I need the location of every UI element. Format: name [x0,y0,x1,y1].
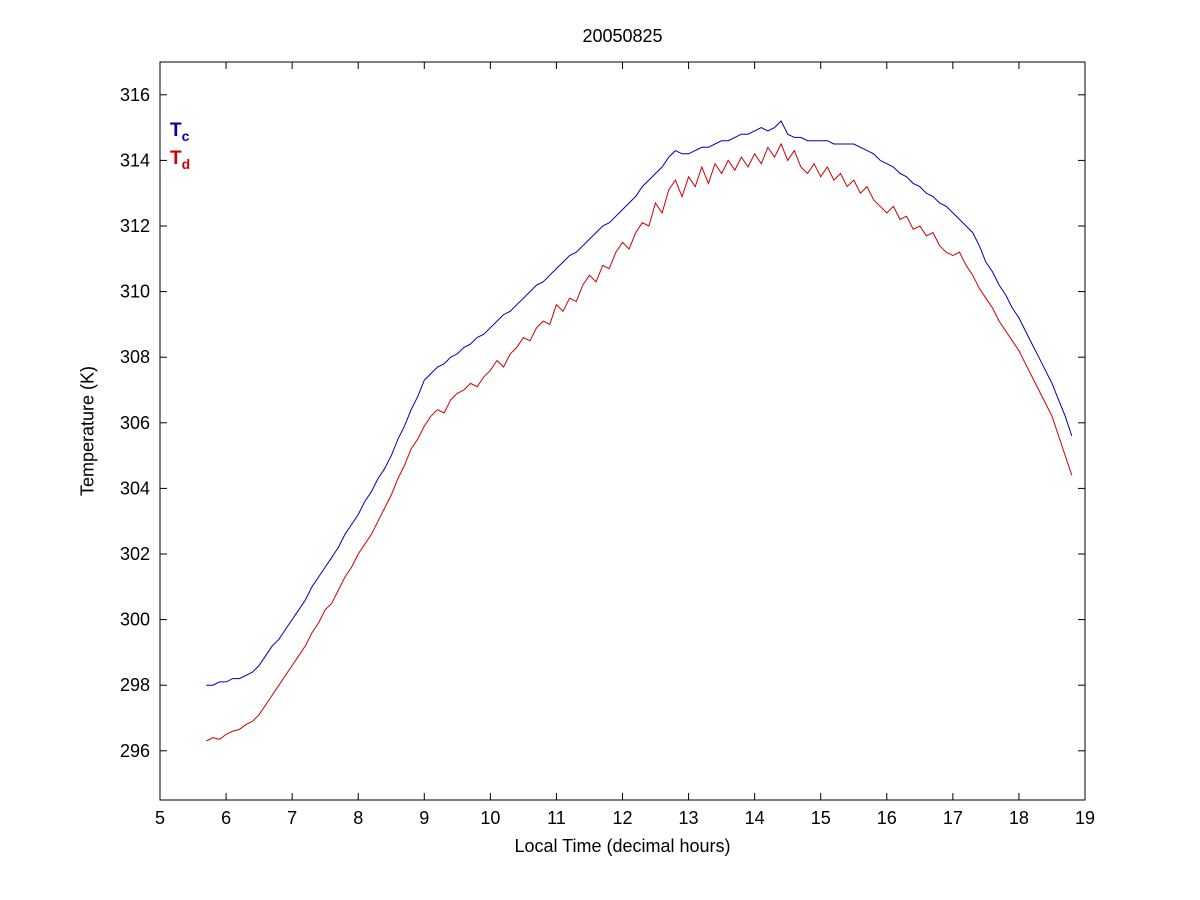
x-tick-label: 5 [155,808,165,828]
x-tick-label: 9 [419,808,429,828]
x-tick-label: 18 [1009,808,1029,828]
y-tick-label: 314 [120,150,150,170]
x-tick-label: 7 [287,808,297,828]
y-tick-label: 308 [120,347,150,367]
x-tick-label: 12 [612,808,632,828]
annotation-Td: Td [170,148,190,172]
x-tick-label: 10 [480,808,500,828]
x-tick-label: 6 [221,808,231,828]
x-axis-label: Local Time (decimal hours) [514,836,731,856]
annotation-Tc-sub: c [181,127,190,144]
x-tick-label: 14 [745,808,765,828]
y-tick-label: 306 [120,413,150,433]
series-Td-line [206,142,1073,742]
y-tick-label: 296 [120,741,150,761]
y-tick-label: 298 [120,675,150,695]
x-tick-label: 8 [353,808,363,828]
annotation-Td-sub: d [181,155,191,172]
chart-title: 20050825 [582,26,663,46]
y-tick-label: 312 [120,216,150,236]
series-Tc-line [206,120,1073,686]
y-tick-label: 316 [120,85,150,105]
y-tick-label: 300 [120,610,150,630]
plot-box [159,61,1086,801]
x-tick-label: 17 [943,808,963,828]
x-tick-label: 15 [811,808,831,828]
x-tick-label: 11 [547,808,566,828]
x-tick-label: 16 [877,808,897,828]
y-tick-label: 302 [120,544,150,564]
annotation-Tc-text: T [170,120,182,141]
y-tick-label: 310 [120,282,150,302]
y-tick-label: 304 [120,478,150,498]
annotation-Tc: Tc [170,120,189,144]
annotation-Td-text: T [170,148,182,169]
x-tick-label: 19 [1075,808,1095,828]
y-axis-label: Temperature (K) [77,365,98,497]
x-tick-label: 13 [679,808,699,828]
